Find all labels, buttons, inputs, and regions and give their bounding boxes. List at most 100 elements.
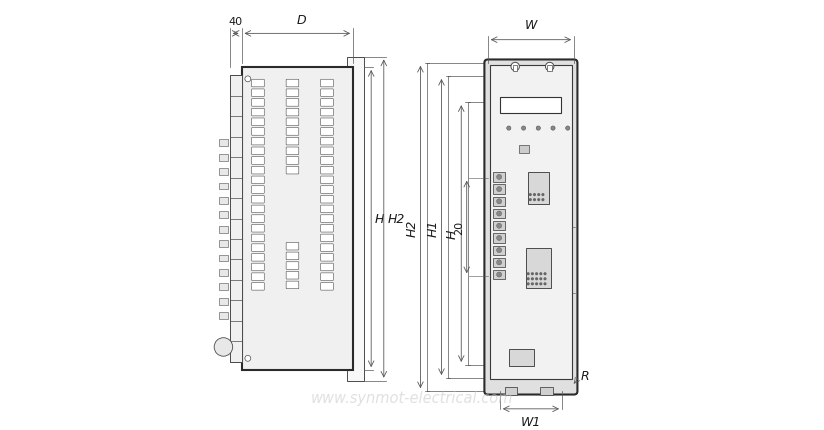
FancyBboxPatch shape [286, 129, 299, 136]
FancyBboxPatch shape [286, 243, 299, 250]
FancyBboxPatch shape [321, 264, 333, 271]
FancyBboxPatch shape [286, 262, 299, 270]
Bar [219, 183, 228, 190]
Circle shape [534, 194, 536, 196]
FancyBboxPatch shape [251, 264, 265, 271]
Bar [519, 146, 529, 154]
Circle shape [497, 260, 502, 265]
Circle shape [245, 356, 250, 362]
Bar [500, 97, 561, 114]
Circle shape [530, 200, 531, 201]
FancyBboxPatch shape [251, 167, 265, 175]
Circle shape [536, 283, 537, 285]
FancyBboxPatch shape [321, 215, 333, 223]
Text: 20: 20 [455, 221, 465, 234]
Text: 40: 40 [228, 17, 243, 27]
Bar [493, 258, 505, 267]
Bar [347, 57, 363, 381]
FancyBboxPatch shape [251, 129, 265, 136]
Bar [219, 255, 228, 262]
Bar [219, 284, 228, 290]
Circle shape [497, 175, 502, 180]
FancyBboxPatch shape [321, 235, 333, 242]
FancyBboxPatch shape [251, 225, 265, 233]
FancyBboxPatch shape [286, 99, 299, 107]
Bar [219, 241, 228, 247]
FancyBboxPatch shape [286, 109, 299, 117]
Circle shape [538, 194, 540, 196]
FancyBboxPatch shape [251, 235, 265, 242]
FancyBboxPatch shape [321, 186, 333, 194]
FancyBboxPatch shape [321, 225, 333, 233]
Bar [513, 66, 517, 72]
Bar [219, 269, 228, 276]
Bar [230, 76, 241, 362]
Circle shape [527, 278, 529, 280]
FancyBboxPatch shape [321, 177, 333, 184]
Text: W1: W1 [521, 415, 541, 428]
Text: H2: H2 [387, 212, 405, 226]
Circle shape [542, 200, 544, 201]
Bar [541, 387, 553, 395]
Bar [219, 298, 228, 305]
FancyBboxPatch shape [251, 215, 265, 223]
Bar [241, 68, 353, 370]
FancyBboxPatch shape [321, 196, 333, 203]
FancyBboxPatch shape [251, 186, 265, 194]
Circle shape [540, 273, 541, 275]
Circle shape [497, 272, 502, 277]
Circle shape [531, 273, 533, 275]
Bar [219, 169, 228, 175]
Circle shape [544, 273, 545, 275]
Circle shape [527, 283, 529, 285]
FancyBboxPatch shape [321, 244, 333, 252]
FancyBboxPatch shape [321, 80, 333, 88]
FancyBboxPatch shape [251, 283, 265, 290]
Circle shape [497, 187, 502, 192]
Bar [219, 140, 228, 147]
Circle shape [565, 127, 570, 131]
Circle shape [527, 273, 529, 275]
FancyBboxPatch shape [251, 109, 265, 117]
Circle shape [540, 283, 541, 285]
Bar [508, 349, 534, 366]
FancyBboxPatch shape [251, 147, 265, 155]
FancyBboxPatch shape [286, 80, 299, 88]
Text: H: H [375, 212, 384, 226]
FancyBboxPatch shape [321, 206, 333, 213]
FancyBboxPatch shape [485, 60, 578, 395]
Circle shape [534, 200, 536, 201]
Bar [526, 249, 551, 289]
FancyBboxPatch shape [251, 99, 265, 107]
Circle shape [497, 200, 502, 204]
Circle shape [507, 127, 511, 131]
FancyBboxPatch shape [321, 167, 333, 175]
FancyBboxPatch shape [321, 157, 333, 165]
Bar [219, 226, 228, 233]
Circle shape [522, 127, 526, 131]
Bar [219, 313, 228, 319]
Text: H: H [446, 229, 459, 239]
Text: W: W [525, 19, 537, 32]
Text: D: D [297, 14, 307, 27]
Circle shape [497, 212, 502, 217]
Bar [493, 246, 505, 255]
Bar [493, 221, 505, 231]
Circle shape [497, 236, 502, 241]
Circle shape [542, 194, 544, 196]
FancyBboxPatch shape [251, 157, 265, 165]
FancyBboxPatch shape [321, 254, 333, 261]
Circle shape [536, 273, 537, 275]
FancyBboxPatch shape [321, 109, 333, 117]
Circle shape [531, 283, 533, 285]
Bar [527, 173, 549, 204]
FancyBboxPatch shape [251, 254, 265, 261]
FancyBboxPatch shape [321, 283, 333, 290]
FancyBboxPatch shape [251, 80, 265, 88]
FancyBboxPatch shape [321, 119, 333, 126]
Text: www.synmot-electrical.com: www.synmot-electrical.com [311, 390, 513, 405]
Bar [219, 154, 228, 161]
FancyBboxPatch shape [286, 157, 299, 165]
FancyBboxPatch shape [286, 252, 299, 260]
Bar [493, 234, 505, 243]
